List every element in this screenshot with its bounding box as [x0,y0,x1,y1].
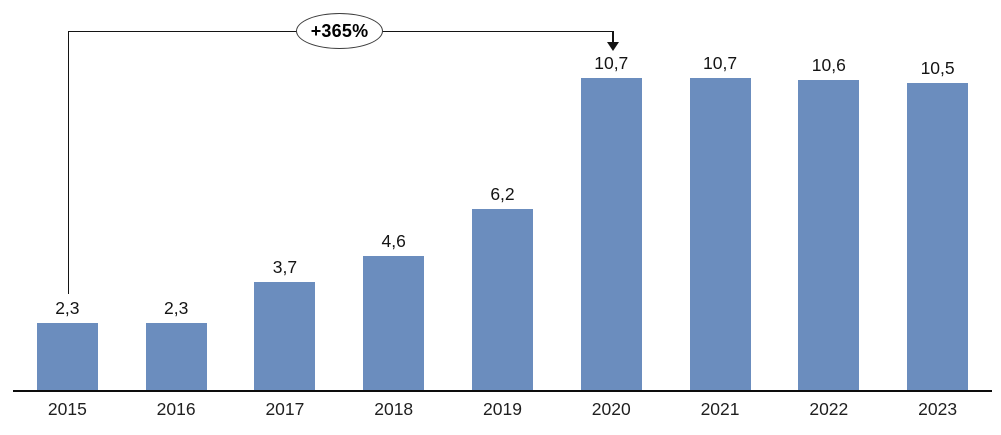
bar-2019 [472,208,533,390]
annotation-bracket-left-line [67,31,69,294]
x-axis-label-2016: 2016 [156,399,196,419]
bar-2021 [689,77,751,390]
annotation-bracket-right-line [612,31,614,43]
x-axis-label-2023: 2023 [918,399,958,419]
bar-2016 [145,322,207,390]
value-label-2015: 2,3 [55,297,80,318]
bar-2020 [580,77,642,390]
annotation-ellipse: +365% [296,13,383,49]
arrow-down-icon [607,42,619,51]
value-label-2023: 10,5 [920,58,955,79]
bar-2022 [798,80,860,390]
annotation-growth-label: +365% [310,20,369,41]
value-label-2017: 3,7 [272,256,298,277]
value-label-2020: 10,7 [594,52,629,73]
value-label-2022: 10,6 [811,55,846,76]
bar-2018 [363,255,425,390]
value-label-2019: 6,2 [490,183,515,204]
x-axis-line [13,390,992,392]
value-label-2016: 2,3 [163,297,189,318]
value-label-2018: 4,6 [381,230,406,251]
x-axis-label-2022: 2022 [809,399,849,419]
bar-2023 [907,83,969,390]
x-axis-label-2015: 2015 [47,399,87,419]
x-axis-label-2020: 2020 [591,399,631,419]
bar-2017 [254,281,316,390]
x-axis-label-2019: 2019 [483,399,522,419]
x-axis-label-2018: 2018 [374,399,414,419]
x-axis-label-2017: 2017 [265,399,305,419]
bar-2015 [36,322,98,390]
x-axis-label-2021: 2021 [700,399,740,419]
value-label-2021: 10,7 [703,52,738,73]
